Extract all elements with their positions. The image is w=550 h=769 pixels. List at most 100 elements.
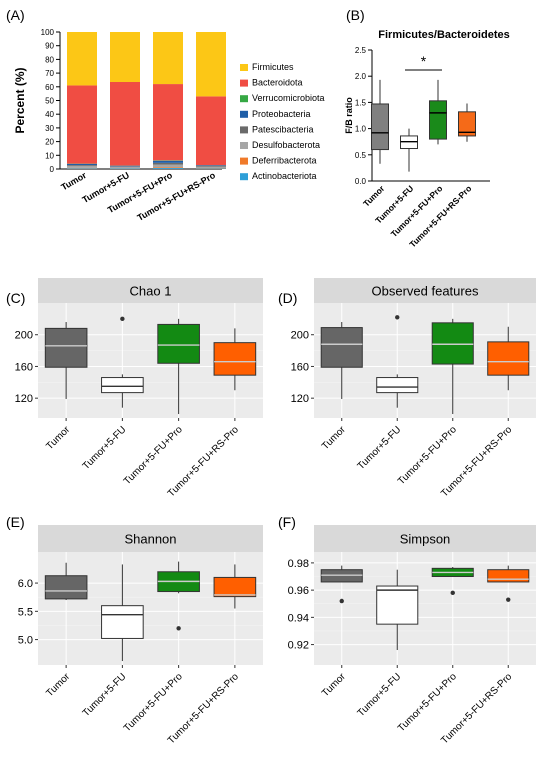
legend-swatch xyxy=(240,157,248,165)
bar-segment xyxy=(153,164,183,168)
y-tick-label: 0.94 xyxy=(288,612,309,624)
legend-swatch xyxy=(240,79,248,87)
y-tick-label: 5.0 xyxy=(18,635,33,647)
facet-strip xyxy=(38,525,263,552)
y-tick-label: 0.5 xyxy=(355,151,367,160)
bar-segment xyxy=(67,32,97,86)
box-2-box xyxy=(431,322,474,365)
x-tick-label: Tumor xyxy=(361,183,387,209)
y-axis-title: Percent (%) xyxy=(13,67,27,133)
y-tick-label: 0.92 xyxy=(288,640,309,652)
y-tick-label: 160 xyxy=(291,361,309,373)
plot-background xyxy=(38,552,263,665)
y-tick-label: 0 xyxy=(50,165,55,174)
x-tick-label: Tumor+5-FU+RS-Pro xyxy=(135,170,217,223)
x-tick-label: Tumor xyxy=(44,424,72,452)
x-tick-label: Tumor+5-FU xyxy=(81,671,129,719)
x-tick-label: Tumor+5-FU+Pro xyxy=(122,671,185,734)
facet-strip xyxy=(38,278,263,303)
y-tick-label: 0.96 xyxy=(288,585,309,597)
box-3-box xyxy=(487,569,530,583)
facet-title: Chao 1 xyxy=(130,284,172,299)
bar-segment xyxy=(67,165,97,168)
y-tick-label: 0.98 xyxy=(288,558,309,570)
panel-label-d: (D) xyxy=(278,290,297,306)
y-tick-label: 40 xyxy=(45,110,54,119)
legend-swatch xyxy=(240,142,248,149)
y-tick-label: 20 xyxy=(45,138,54,147)
y-tick-label: 70 xyxy=(45,69,54,78)
legend-swatch xyxy=(240,173,248,181)
y-tick-label: 120 xyxy=(15,393,33,405)
legend-label: Bacteroidota xyxy=(252,78,303,88)
x-tick-label: Tumor+5-FU+Pro xyxy=(122,424,185,487)
y-tick-label: 10 xyxy=(45,151,54,160)
significance-label: * xyxy=(421,53,427,69)
y-tick-label: 60 xyxy=(45,83,54,92)
facet-title: Simpson xyxy=(400,532,451,547)
bar-segment xyxy=(153,84,183,161)
y-tick-label: 90 xyxy=(45,42,54,51)
x-tick-label: Tumor+5-FU xyxy=(81,424,129,472)
chart-title: Firmicutes/Bacteroidetes xyxy=(378,29,509,41)
facet-title: Observed features xyxy=(372,284,479,299)
y-tick-label: 2.5 xyxy=(355,46,367,55)
legend-label: Actinobacteriota xyxy=(252,171,317,181)
box-3-box xyxy=(213,576,257,598)
legend-swatch xyxy=(240,110,248,118)
bar-segment xyxy=(153,32,183,85)
chart-c: Chao 1 120 160 200 Tumor Tumor+5-FUTumor+5-FU… xyxy=(15,278,263,499)
bar-segment xyxy=(67,163,97,166)
facet-strip xyxy=(314,278,536,303)
box-0-box xyxy=(371,103,389,151)
box-1-box xyxy=(376,585,419,625)
x-tick-label: Tumor+5-FU+Pro xyxy=(396,671,459,734)
facet-strip xyxy=(314,525,536,552)
chart-f: Simpson 0.92 0.94 0.96 0.98 Tumor Tumor+5-FUTu… xyxy=(288,525,536,746)
box-1-box xyxy=(376,377,419,394)
box-1-box xyxy=(101,605,144,639)
legend-label: Desulfobacterota xyxy=(252,140,320,150)
box-3-box xyxy=(213,342,257,376)
legend-label: Deferribacterota xyxy=(252,156,317,166)
y-tick-label: 1.0 xyxy=(355,125,367,134)
panel-label-e: (E) xyxy=(6,514,25,530)
x-tick-label: Tumor+5-FU+Pro xyxy=(396,424,459,487)
bar-segment xyxy=(153,167,183,169)
box-2-outlier xyxy=(450,590,455,596)
x-tick-label: Tumor+5-FU xyxy=(356,424,404,472)
chart-a: 0 10 20 30 40 50 60 70 80 90 100 Percent (%) Tumor Tu… xyxy=(13,28,325,223)
box-0-box xyxy=(44,575,88,600)
y-tick-label: 6.0 xyxy=(18,578,33,590)
bar-segment xyxy=(110,168,140,169)
chart-d: Observed features 120 160 200 Tumor Tumor+5-F… xyxy=(291,278,536,499)
legend-swatch xyxy=(240,95,248,103)
bar-segment xyxy=(196,166,226,169)
box-0-outlier xyxy=(339,598,344,604)
y-tick-label: 30 xyxy=(45,124,54,133)
box-2-box xyxy=(429,100,447,140)
box-3-box xyxy=(487,341,530,376)
bar-segment xyxy=(67,165,97,166)
chart-e: Shannon 5.0 5.5 6.0 Tumor Tumor+5-FUTumor+5-F… xyxy=(18,525,263,746)
y-tick-label: 0.0 xyxy=(355,177,367,186)
legend-label: Patescibacteria xyxy=(252,124,314,134)
box-0-box xyxy=(320,327,363,368)
box-2-outlier xyxy=(176,626,181,631)
bar-segment xyxy=(153,160,183,163)
y-tick-label: 1.5 xyxy=(355,98,367,107)
x-tick-label: Tumor xyxy=(320,671,348,699)
y-tick-label: 120 xyxy=(291,393,309,405)
box-1-box xyxy=(101,377,144,394)
legend-swatch xyxy=(240,64,248,71)
y-tick-label: 200 xyxy=(15,330,33,342)
y-tick-label: 2.0 xyxy=(355,72,367,81)
bar-segment xyxy=(153,168,183,169)
y-tick-label: 5.5 xyxy=(18,606,33,618)
bar-segment xyxy=(110,166,140,169)
box-0-box xyxy=(44,327,88,368)
bar-segment xyxy=(67,85,97,164)
panel-label-f: (F) xyxy=(278,514,296,530)
bar-segment xyxy=(196,96,226,166)
